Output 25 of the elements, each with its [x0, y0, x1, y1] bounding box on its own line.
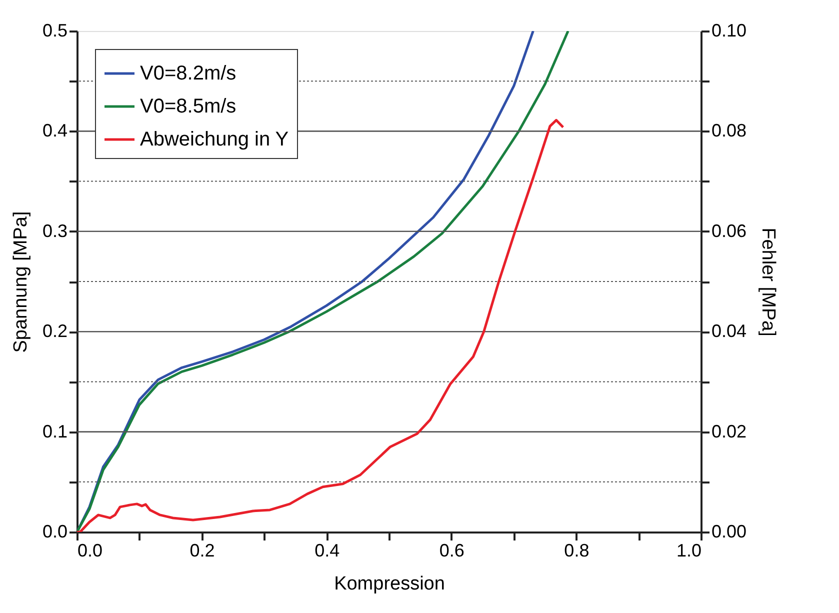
legend-label: Abweichung in Y	[140, 128, 289, 150]
x-tick-label: 0.8	[564, 540, 590, 560]
x-axis-title: Kompression	[334, 574, 445, 594]
x-tick-label: 0.6	[439, 540, 464, 560]
y2-tick-label: 0.02	[712, 421, 747, 442]
y2-tick-label: 0.06	[712, 220, 747, 241]
y-axis-title: Spannung [MPa]	[10, 211, 32, 353]
y-tick-label: 0.4	[42, 120, 68, 141]
x-tick-label: 0.0	[78, 540, 103, 560]
y-tick-label: 0.3	[42, 220, 68, 241]
legend-label: V0=8.5m/s	[140, 96, 236, 118]
y-tick-label: 0.1	[42, 421, 68, 442]
y2-tick-label: 0.00	[712, 522, 747, 542]
y-tick-label: 0.5	[42, 20, 68, 40]
y2-axis-title: Fehler [MPa]	[758, 228, 779, 336]
y-tick-label: 0.2	[42, 321, 68, 342]
y2-tick-label: 0.10	[712, 20, 747, 40]
x-tick-label: 1.0	[676, 540, 702, 560]
y2-tick-label: 0.08	[712, 120, 747, 141]
y-tick-label: 0.0	[42, 522, 68, 542]
x-tick-label: 0.2	[190, 540, 215, 560]
y2-tick-label: 0.04	[712, 321, 747, 342]
line-series	[77, 118, 564, 532]
x-tick-label: 0.4	[314, 540, 340, 560]
legend-label: V0=8.2m/s	[140, 62, 236, 84]
